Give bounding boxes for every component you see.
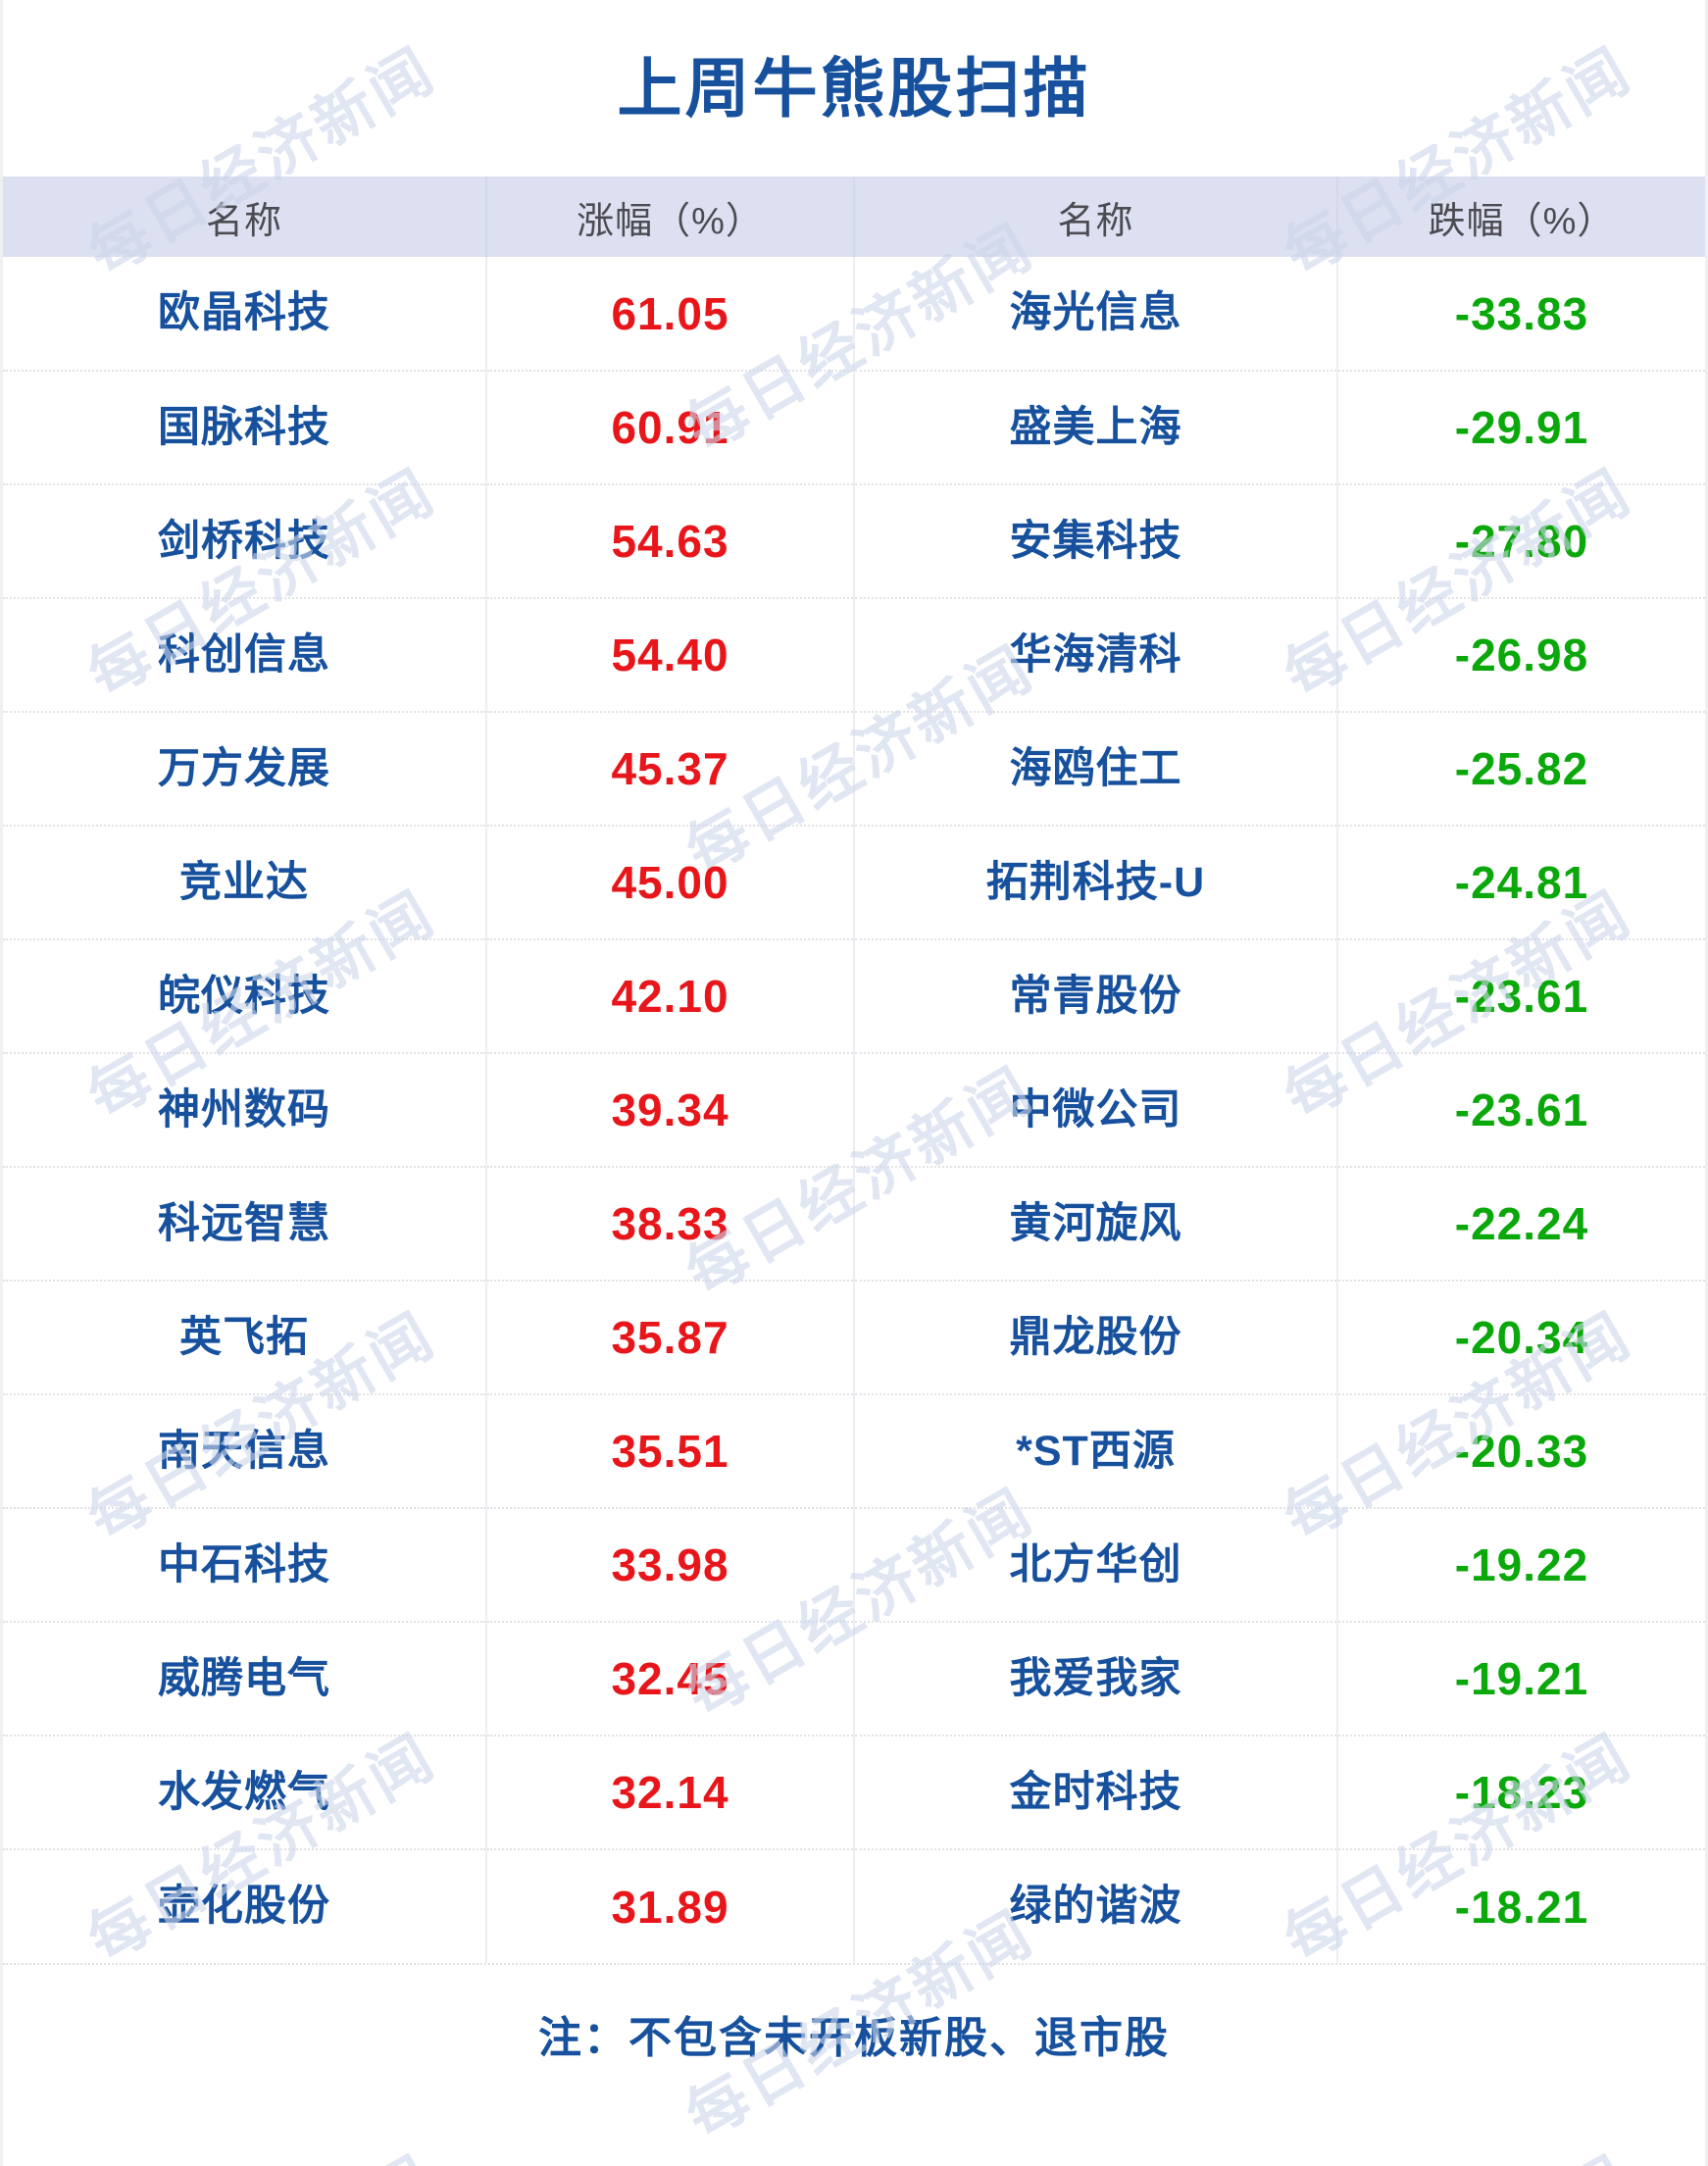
- gainer-name-cell: 国脉科技: [3, 370, 487, 484]
- gain-value-cell: 45.00: [485, 825, 854, 939]
- loser-name-cell: 海鸥住工: [852, 711, 1337, 826]
- loss-value-cell: -25.82: [1336, 711, 1705, 826]
- table-row: 科远智慧 38.33 黄河旋风 -22.24: [3, 1166, 1705, 1281]
- gain-value-cell: 42.10: [485, 938, 854, 1053]
- loser-name-cell: 中微公司: [852, 1052, 1337, 1167]
- loser-name-cell: 黄河旋风: [852, 1166, 1337, 1281]
- loss-value-cell: -27.80: [1336, 483, 1705, 598]
- table-row: 英飞拓 35.87 鼎龙股份 -20.34: [3, 1280, 1705, 1394]
- gainer-name-cell: 威腾电气: [3, 1621, 487, 1736]
- table-row: 科创信息 54.40 华海清科 -26.98: [3, 597, 1705, 712]
- table-row: 剑桥科技 54.63 安集科技 -27.80: [3, 483, 1705, 598]
- loser-name-cell: *ST西源: [852, 1393, 1337, 1508]
- loser-name-cell: 常青股份: [852, 938, 1337, 1053]
- loser-name-cell: 海光信息: [852, 257, 1337, 371]
- loser-name-cell: 我爱我家: [852, 1621, 1337, 1736]
- loser-name-cell: 盛美上海: [852, 370, 1337, 484]
- page-title: 上周牛熊股扫描: [617, 52, 1091, 125]
- loss-value-cell: -18.23: [1336, 1735, 1705, 1849]
- gain-value-cell: 54.63: [485, 483, 854, 598]
- gainer-name-cell: 万方发展: [3, 711, 487, 826]
- gain-value-cell: 31.89: [485, 1848, 854, 1963]
- loss-value-cell: -33.83: [1336, 257, 1705, 371]
- footnote-row: 注：不包含未开板新股、退市股: [3, 1963, 1705, 2102]
- loss-value-cell: -20.33: [1336, 1393, 1705, 1508]
- loss-value-cell: -23.61: [1336, 938, 1705, 1053]
- gainer-name-cell: 壶化股份: [3, 1848, 487, 1963]
- loss-value-cell: -20.34: [1336, 1280, 1705, 1394]
- table-header-row: 名称 涨幅（%） 名称 跌幅（%）: [3, 176, 1705, 257]
- column-header-gain: 涨幅（%）: [485, 176, 854, 257]
- gain-value-cell: 35.51: [485, 1393, 854, 1508]
- loss-value-cell: -18.21: [1336, 1848, 1705, 1963]
- gainer-name-cell: 剑桥科技: [3, 483, 487, 598]
- table-row: 万方发展 45.37 海鸥住工 -25.82: [3, 711, 1705, 826]
- gain-value-cell: 32.45: [485, 1621, 854, 1736]
- gain-value-cell: 32.14: [485, 1735, 854, 1849]
- title-bar: 上周牛熊股扫描: [3, 0, 1705, 176]
- table-row: 欧晶科技 61.05 海光信息 -33.83: [3, 257, 1705, 371]
- footnote-text: 注：不包含未开板新股、退市股: [538, 2014, 1170, 2062]
- table-row: 神州数码 39.34 中微公司 -23.61: [3, 1052, 1705, 1167]
- loser-name-cell: 安集科技: [852, 483, 1337, 598]
- table-body: 欧晶科技 61.05 海光信息 -33.83 国脉科技 60.91 盛美上海 -29.91 剑桥…: [3, 257, 1705, 1963]
- table-row: 壶化股份 31.89 绿的谐波 -18.21: [3, 1848, 1705, 1963]
- loser-name-cell: 金时科技: [852, 1735, 1337, 1849]
- gainer-name-cell: 神州数码: [3, 1052, 487, 1167]
- table-row: 水发燃气 32.14 金时科技 -18.23: [3, 1735, 1705, 1849]
- table-head: 名称 涨幅（%） 名称 跌幅（%）: [3, 176, 1705, 257]
- gainer-name-cell: 科远智慧: [3, 1166, 487, 1281]
- table-row: 竞业达 45.00 拓荆科技-U -24.81: [3, 825, 1705, 939]
- gain-value-cell: 35.87: [485, 1280, 854, 1394]
- gain-value-cell: 45.37: [485, 711, 854, 826]
- gainer-name-cell: 欧晶科技: [158, 289, 330, 336]
- loss-value-cell: -22.24: [1336, 1166, 1705, 1281]
- loss-value-cell: -26.98: [1336, 597, 1705, 712]
- table-row: 皖仪科技 42.10 常青股份 -23.61: [3, 938, 1705, 1053]
- gainer-name-cell: 水发燃气: [3, 1735, 487, 1849]
- table-row: 国脉科技 60.91 盛美上海 -29.91: [3, 370, 1705, 484]
- gainer-name-cell: 科创信息: [3, 597, 487, 712]
- gain-value-cell: 39.34: [485, 1052, 854, 1167]
- table-row: 中石科技 33.98 北方华创 -19.22: [3, 1507, 1705, 1622]
- gain-value-cell: 61.05: [485, 257, 854, 371]
- gainer-name-cell: 皖仪科技: [3, 938, 487, 1053]
- loser-name-cell: 鼎龙股份: [852, 1280, 1337, 1394]
- bull-bear-table: 名称 涨幅（%） 名称 跌幅（%） 欧晶科技 61.05 海光信息 -33.83 国脉科…: [3, 176, 1705, 1963]
- loser-name-cell: 华海清科: [852, 597, 1337, 712]
- loss-value-cell: -19.21: [1336, 1621, 1705, 1736]
- column-header-loss: 跌幅（%）: [1336, 176, 1705, 257]
- loser-name-cell: 绿的谐波: [852, 1848, 1337, 1963]
- loser-name-cell: 拓荆科技-U: [852, 825, 1337, 939]
- loss-value-cell: -23.61: [1336, 1052, 1705, 1167]
- gainer-name-cell: 中石科技: [3, 1507, 487, 1622]
- gain-value-cell: 54.40: [485, 597, 854, 712]
- table-row: 南天信息 35.51 *ST西源 -20.33: [3, 1393, 1705, 1508]
- loss-value-cell: -19.22: [1336, 1507, 1705, 1622]
- loss-value-cell: -29.91: [1336, 370, 1705, 484]
- loser-name-cell: 北方华创: [852, 1507, 1337, 1622]
- gain-value-cell: 60.91: [485, 370, 854, 484]
- gainer-name-cell: 南天信息: [3, 1393, 487, 1508]
- column-header-gainer-name: 名称: [206, 200, 283, 242]
- table-row: 威腾电气 32.45 我爱我家 -19.21: [3, 1621, 1705, 1736]
- column-header-loser-name: 名称: [852, 176, 1337, 257]
- gainer-name-cell: 竞业达: [3, 825, 487, 939]
- loss-value-cell: -24.81: [1336, 825, 1705, 939]
- gain-value-cell: 38.33: [485, 1166, 854, 1281]
- gainer-name-cell: 英飞拓: [3, 1280, 487, 1394]
- gain-value-cell: 33.98: [485, 1507, 854, 1622]
